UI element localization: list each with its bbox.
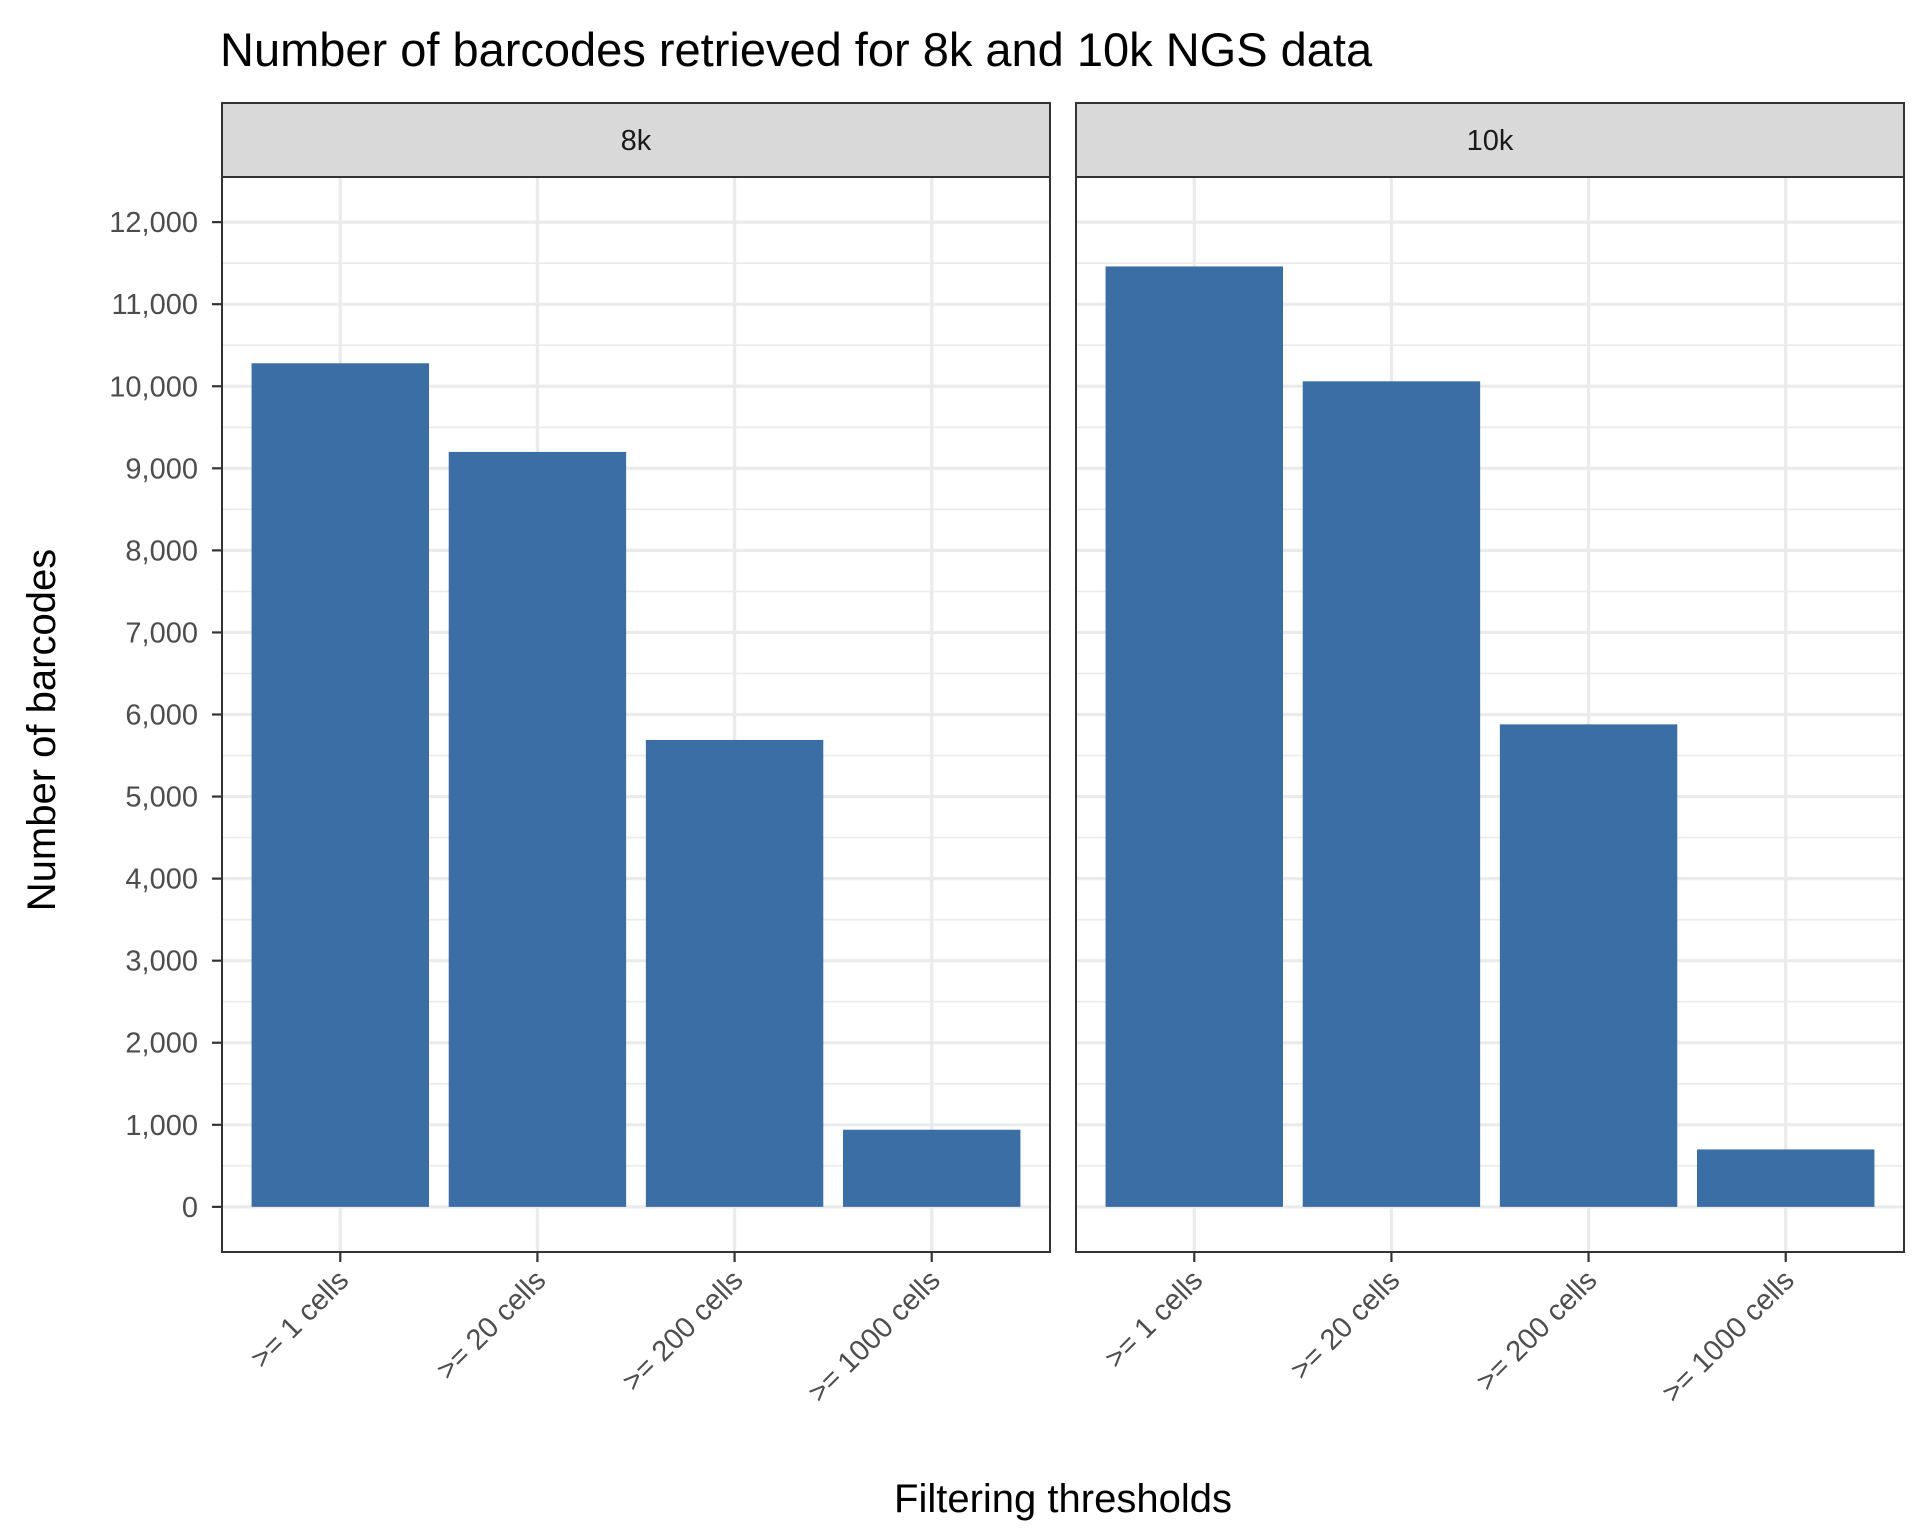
facet-panels: 8k >= 1 cells >= 20 cells >= 200 cells >= 10… xyxy=(221,102,1905,1409)
y-tick-label: 8,000 xyxy=(125,535,198,567)
y-tick-label: 6,000 xyxy=(125,700,198,732)
bar xyxy=(843,1129,1021,1207)
y-tick-label: 7,000 xyxy=(125,617,198,649)
x-tick-label: >= 1 cells xyxy=(1099,1264,1209,1374)
facet-strip xyxy=(221,102,1051,178)
y-tick-label: 2,000 xyxy=(125,1028,198,1060)
x-tick-label: >= 20 cells xyxy=(1285,1264,1407,1386)
y-axis-title: Number of barcodes xyxy=(20,549,64,911)
y-axis: 0 1,000 2,000 3,000 4,000 5,000 6,000 7,000 8,00… xyxy=(109,207,222,1224)
y-tick-label: 11,000 xyxy=(111,289,198,321)
y-tick-label: 12,000 xyxy=(109,207,198,239)
y-tick-label: 1,000 xyxy=(125,1110,198,1142)
y-tick-label: 3,000 xyxy=(125,946,198,978)
bar xyxy=(251,363,429,1207)
facet-strip-label: 10k xyxy=(1467,125,1514,157)
y-tick-label: 10,000 xyxy=(109,371,198,403)
facet-panel: 10k >= 1 cells >= 20 cells >= 200 cells >= 1… xyxy=(1075,102,1905,1409)
x-tick-label: >= 1000 cells xyxy=(1656,1264,1801,1409)
x-tick-label: >= 20 cells xyxy=(431,1264,553,1386)
bar xyxy=(1499,724,1678,1207)
bar xyxy=(1697,1149,1875,1207)
facet-strip-label: 8k xyxy=(621,125,652,157)
y-tick-label: 0 xyxy=(182,1192,198,1224)
bar xyxy=(645,739,824,1207)
y-tick-label: 5,000 xyxy=(125,782,198,814)
x-axis-title: Filtering thresholds xyxy=(894,1477,1232,1521)
x-tick-label: >= 200 cells xyxy=(1470,1264,1603,1397)
y-tick-label: 9,000 xyxy=(125,453,198,485)
chart-title: Number of barcodes retrieved for 8k and … xyxy=(220,23,1373,76)
facet-strip xyxy=(1075,102,1905,178)
bar xyxy=(1302,381,1481,1207)
facet-panel: 8k >= 1 cells >= 20 cells >= 200 cells >= 10… xyxy=(221,102,1051,1409)
y-tick-label: 4,000 xyxy=(125,864,198,896)
x-tick-label: >= 200 cells xyxy=(616,1264,749,1397)
bar xyxy=(1105,266,1283,1207)
bar xyxy=(448,451,627,1207)
x-tick-label: >= 1000 cells xyxy=(802,1264,947,1409)
x-tick-label: >= 1 cells xyxy=(245,1264,355,1374)
